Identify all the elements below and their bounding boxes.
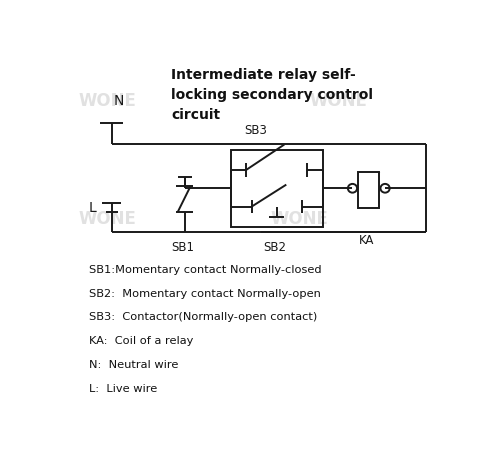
Text: WONE: WONE [309,91,367,109]
Text: SB1: SB1 [171,241,194,254]
Text: SB3: SB3 [244,124,267,137]
Text: Intermediate relay self-
locking secondary control
circuit: Intermediate relay self- locking seconda… [171,68,373,122]
Text: N: N [114,94,124,108]
Text: SB1:Momentary contact Normally-closed: SB1:Momentary contact Normally-closed [89,265,321,275]
Text: L:  Live wire: L: Live wire [89,383,157,393]
Text: N:  Neutral wire: N: Neutral wire [89,360,178,370]
Text: KA: KA [359,234,375,247]
Text: WONE: WONE [271,210,329,228]
Text: WONE: WONE [79,210,137,228]
Text: WONE: WONE [79,91,137,109]
Text: SB2: SB2 [263,241,286,254]
Text: L: L [89,201,97,215]
Text: KA:  Coil of a relay: KA: Coil of a relay [89,336,193,346]
Bar [358,172,379,209]
Bar [231,150,323,227]
Text: SB2:  Momentary contact Normally-open: SB2: Momentary contact Normally-open [89,289,321,299]
Text: SB3:  Contactor(Normally-open contact): SB3: Contactor(Normally-open contact) [89,312,317,322]
